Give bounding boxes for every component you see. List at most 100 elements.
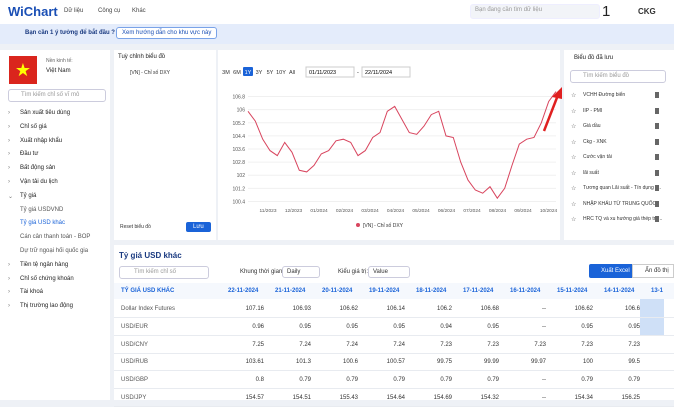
nav-item[interactable]: Tỷ giá USDVND — [20, 206, 64, 213]
table-cell: 106.62 — [339, 306, 358, 312]
trash — [655, 123, 659, 129]
nav-item[interactable]: Tỷ giá — [20, 192, 37, 199]
saved-item[interactable]: Cước vận tải — [583, 154, 612, 160]
table-cell: 0.95 — [487, 323, 499, 330]
saved-item[interactable]: Tương quan Lãi suất - Tín dụng -... — [583, 185, 661, 191]
saved-item[interactable]: IIP - PMI — [583, 107, 603, 114]
column-header: 13-1 — [651, 288, 664, 294]
table-cell: 7.23 — [534, 341, 546, 348]
table-cell: 7.24 — [346, 341, 358, 348]
x-tick-label: 05/2024 — [412, 208, 430, 214]
saved-item[interactable]: VCHH Đường biển — [583, 92, 626, 98]
column-header: TỶ GIÁ USD KHÁC — [121, 288, 175, 294]
column-header: 18-11-2024 — [416, 288, 447, 294]
legend-marker — [356, 223, 360, 227]
table-cell: 0.79 — [393, 377, 405, 384]
period-button[interactable]: 3Y — [256, 70, 263, 76]
saved-item[interactable]: Giá dầu — [583, 123, 601, 129]
star: ☆ — [571, 201, 577, 208]
table-cell: 100.57 — [386, 359, 405, 366]
row-label: USD/CNY — [121, 341, 149, 348]
table-cell: -- — [542, 377, 546, 384]
table-cell: 99.99 — [483, 359, 499, 366]
export-button[interactable]: Xuất Excel — [589, 264, 636, 278]
row-divider — [114, 370, 674, 372]
trash — [655, 216, 659, 222]
row-divider — [114, 334, 674, 336]
table-cell: 7.23 — [440, 341, 452, 348]
x-tick-label: 12/2023 — [285, 208, 303, 214]
reset-button[interactable]: Reset biểu đồ — [120, 224, 151, 230]
nav-item[interactable]: Đầu tư — [20, 151, 39, 158]
table-cell: 0.79 — [581, 377, 593, 384]
table-cell: 7.23 — [581, 341, 593, 348]
chevron: › — [8, 165, 10, 172]
economy-label: Nền kinh tế: — [46, 58, 73, 64]
table-cell: 99.5 — [628, 359, 640, 366]
table-cell: 156.25 — [621, 395, 640, 401]
search[interactable]: Bạn đang cần tìm dữ liệu — [470, 4, 600, 19]
row-divider — [114, 388, 674, 390]
search[interactable]: Tìm kiếm biểu đồ — [570, 70, 666, 83]
logo: WiChart — [8, 4, 58, 19]
nav-item[interactable]: Bất động sản — [20, 165, 56, 172]
column-header: 20-11-2024 — [322, 288, 353, 294]
save-button[interactable]: Lưu — [186, 222, 211, 232]
select[interactable]: Daily — [282, 266, 320, 278]
table-cell: 106.14 — [386, 306, 405, 312]
chart-settings — [114, 50, 216, 240]
saved-item[interactable]: NHẬP KHẨU TỪ TRUNG QUỐC — [583, 200, 657, 207]
banner-text: Bạn cần 1 ý tưởng để bắt đầu ? — [25, 30, 115, 36]
nav-item[interactable]: Dự trữ ngoại hối quốc gia — [20, 248, 89, 254]
nav-item[interactable]: Thị trường lao động — [20, 303, 73, 310]
trash — [655, 169, 659, 176]
period-button[interactable]: 6M — [233, 70, 241, 76]
period-button[interactable]: 1Y — [245, 70, 252, 76]
trash — [655, 107, 659, 114]
menu[interactable]: Công cụ — [98, 8, 121, 14]
chevron: › — [8, 137, 10, 144]
period-button[interactable]: 10Y — [276, 70, 286, 76]
star: ☆ — [571, 139, 577, 146]
period-button[interactable]: 3M — [222, 70, 230, 76]
y-tick-label: 103.6 — [232, 147, 245, 153]
saved-item[interactable]: HRC TQ và xu hướng giá thép tro... — [583, 216, 663, 222]
table-cell: 7.23 — [487, 341, 499, 348]
table-cell: 0.95 — [346, 323, 358, 330]
saved-item[interactable]: lãi suất — [583, 169, 599, 176]
menu[interactable]: Khác — [132, 8, 146, 14]
banner-button[interactable]: Xem hướng dẫn cho khu vực này — [116, 27, 218, 39]
nav-item[interactable]: Sản xuất tiêu dùng — [20, 110, 71, 116]
select[interactable]: Value — [368, 266, 410, 278]
nav-item[interactable]: Vận tải du lịch — [20, 179, 58, 185]
trash — [655, 185, 659, 191]
table-cell: 0.95 — [581, 323, 593, 330]
nav-item[interactable]: Xuất nhập khẩu — [20, 137, 63, 144]
chevron: › — [8, 123, 10, 130]
row-divider — [114, 352, 674, 354]
data-line — [247, 91, 557, 200]
menu[interactable]: Dữ liệu — [64, 8, 84, 14]
economy[interactable]: Việt Nam — [46, 68, 71, 74]
chevron: › — [8, 289, 10, 296]
nav-item[interactable]: Chỉ số giá — [20, 123, 47, 130]
table-cell: 100 — [582, 359, 593, 366]
brand: CKG — [638, 7, 656, 16]
saved-item[interactable]: Ckg - XNK — [583, 138, 607, 145]
star: ☆ — [571, 108, 577, 115]
trash — [655, 154, 659, 160]
table-cell: 103.61 — [245, 359, 264, 366]
x-tick-label: 02/2024 — [336, 208, 354, 214]
nav-item[interactable]: Tiền tệ ngân hàng — [20, 261, 69, 268]
table-cell: 100.6 — [342, 359, 358, 366]
chevron: › — [8, 179, 10, 185]
nav-item[interactable]: Tài khoá — [20, 289, 44, 296]
hide-chart-button[interactable]: Ẩn đồ thị — [632, 264, 674, 278]
period-button[interactable]: All — [289, 70, 295, 76]
search[interactable]: Tìm kiếm chỉ số vĩ mô — [8, 89, 106, 102]
search[interactable]: Tìm kiếm chỉ số — [119, 266, 209, 279]
nav-item[interactable]: Cán cân thanh toán - BOP — [20, 234, 91, 241]
period-button[interactable]: 5Y — [267, 70, 274, 76]
nav-item[interactable]: Tỷ giá USD khác — [20, 220, 66, 227]
nav-item[interactable]: Chỉ số chứng khoán — [20, 275, 74, 282]
